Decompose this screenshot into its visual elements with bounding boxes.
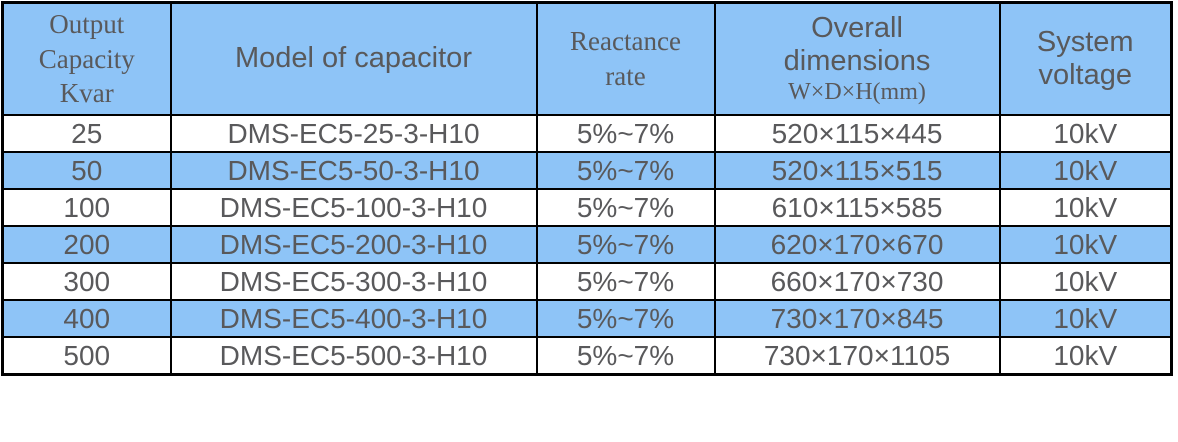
col-header-dimensions-unit: W×D×H(mm): [788, 78, 926, 105]
cell-voltage: 10kV: [998, 114, 1173, 153]
col-header-model-label: Model of capacitor: [235, 42, 472, 75]
capacitor-spec-section: Output Capacity Kvar Model of capacitor …: [1, 1, 1173, 376]
cell-model: DMS-EC5-50-3-H10: [169, 151, 538, 190]
cell-reactance: 5%~7%: [535, 151, 716, 190]
col-header-output-capacity-label: Output Capacity Kvar: [38, 9, 135, 109]
cell-model: DMS-EC5-300-3-H10: [169, 262, 538, 301]
col-header-reactance-label: Reactance rate: [570, 26, 681, 91]
cell-dimensions: 730×170×845: [713, 299, 1001, 338]
table-row: 200 DMS-EC5-200-3-H10 5%~7% 620×170×670 …: [1, 225, 1173, 264]
table-row: 400 DMS-EC5-400-3-H10 5%~7% 730×170×845 …: [1, 299, 1173, 338]
cell-dimensions: 660×170×730: [713, 262, 1001, 301]
cell-dimensions: 620×170×670: [713, 225, 1001, 264]
cell-reactance: 5%~7%: [535, 299, 716, 338]
cell-model: DMS-EC5-500-3-H10: [169, 336, 538, 376]
table-header-row: Output Capacity Kvar Model of capacitor …: [1, 1, 1173, 116]
table-body: 25 DMS-EC5-25-3-H10 5%~7% 520×115×445 10…: [1, 114, 1173, 376]
cell-capacity: 50: [1, 151, 172, 190]
cell-model: DMS-EC5-200-3-H10: [169, 225, 538, 264]
cell-dimensions: 610×115×585: [713, 188, 1001, 227]
table-row: 100 DMS-EC5-100-3-H10 5%~7% 610×115×585 …: [1, 188, 1173, 227]
capacitor-spec-table: Output Capacity Kvar Model of capacitor …: [1, 1, 1173, 376]
cell-voltage: 10kV: [998, 151, 1173, 190]
col-header-reactance: Reactance rate: [535, 1, 716, 116]
table-row: 300 DMS-EC5-300-3-H10 5%~7% 660×170×730 …: [1, 262, 1173, 301]
cell-voltage: 10kV: [998, 188, 1173, 227]
cell-dimensions: 730×170×1105: [713, 336, 1001, 376]
cell-capacity: 400: [1, 299, 172, 338]
col-header-dimensions: Overall dimensions W×D×H(mm): [713, 1, 1001, 116]
cell-dimensions: 520×115×445: [713, 114, 1001, 153]
cell-reactance: 5%~7%: [535, 114, 716, 153]
cell-capacity: 300: [1, 262, 172, 301]
cell-dimensions: 520×115×515: [713, 151, 1001, 190]
cell-voltage: 10kV: [998, 262, 1173, 301]
cell-voltage: 10kV: [998, 336, 1173, 376]
cell-reactance: 5%~7%: [535, 225, 716, 264]
table-row: 25 DMS-EC5-25-3-H10 5%~7% 520×115×445 10…: [1, 114, 1173, 153]
cell-capacity: 500: [1, 336, 172, 376]
cell-voltage: 10kV: [998, 299, 1173, 338]
col-header-output-capacity: Output Capacity Kvar: [1, 1, 172, 116]
cell-model: DMS-EC5-400-3-H10: [169, 299, 538, 338]
cell-voltage: 10kV: [998, 225, 1173, 264]
cell-model: DMS-EC5-100-3-H10: [169, 188, 538, 227]
cell-capacity: 200: [1, 225, 172, 264]
col-header-model: Model of capacitor: [169, 1, 538, 116]
cell-capacity: 25: [1, 114, 172, 153]
table-row: 500 DMS-EC5-500-3-H10 5%~7% 730×170×1105…: [1, 336, 1173, 376]
cell-capacity: 100: [1, 188, 172, 227]
cell-reactance: 5%~7%: [535, 262, 716, 301]
col-header-voltage-label: System voltage: [1036, 25, 1134, 91]
col-header-dimensions-label: Overall dimensions: [783, 11, 931, 78]
col-header-voltage: System voltage: [998, 1, 1173, 116]
table-row: 50 DMS-EC5-50-3-H10 5%~7% 520×115×515 10…: [1, 151, 1173, 190]
cell-reactance: 5%~7%: [535, 336, 716, 376]
cell-reactance: 5%~7%: [535, 188, 716, 227]
cell-model: DMS-EC5-25-3-H10: [169, 114, 538, 153]
